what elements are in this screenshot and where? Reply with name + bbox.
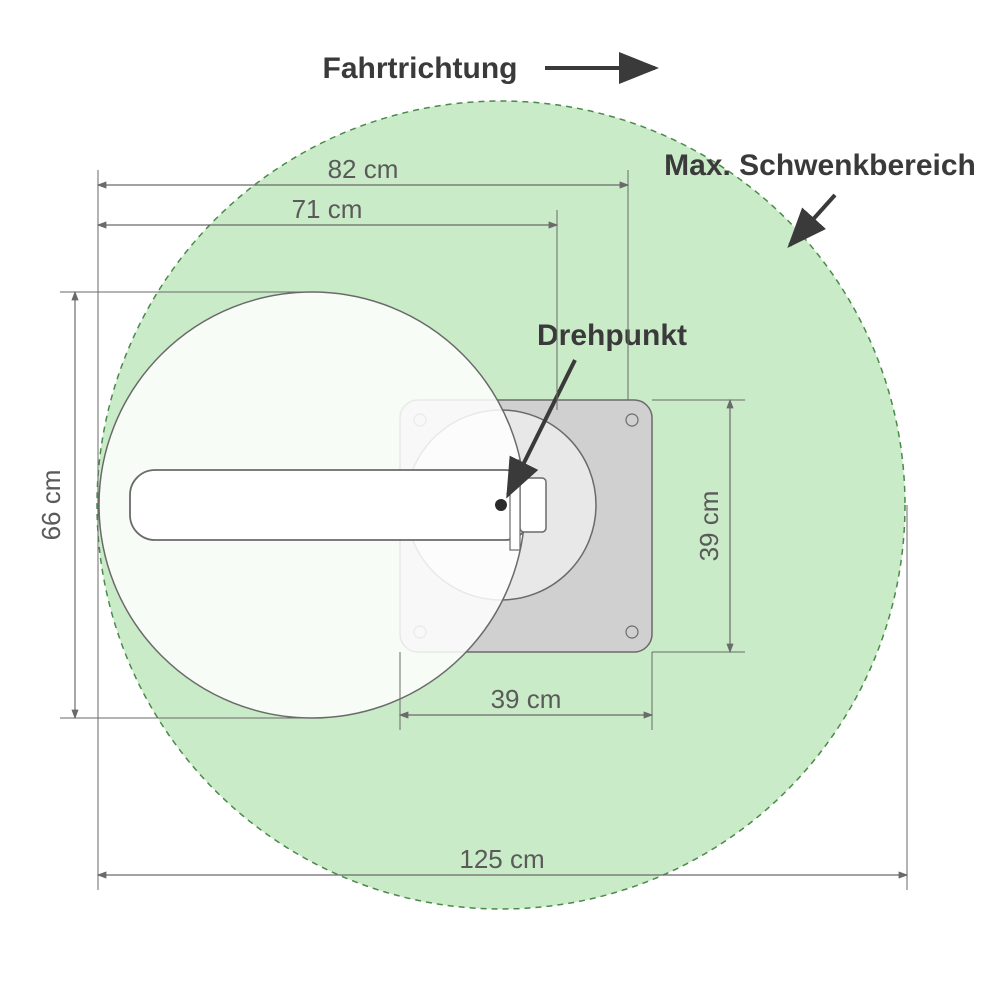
dim-71: 71 cm [292, 194, 363, 224]
arm-assembly [130, 460, 546, 550]
pivot-point [495, 499, 507, 511]
swivel-range-label: Max. Schwenkbereich [664, 149, 976, 182]
technical-diagram: Fahrtrichtung Max. Schwenkbereich Drehpu… [0, 0, 1000, 1000]
pivot-label: Drehpunkt [537, 319, 687, 352]
direction-label: Fahrtrichtung [323, 52, 518, 85]
dim-125: 125 cm [459, 844, 544, 874]
dim-39-w: 39 cm [491, 684, 562, 714]
dim-39-h: 39 cm [694, 491, 724, 562]
dim-82: 82 cm [328, 154, 399, 184]
swivel-range-arrow-icon [790, 195, 835, 245]
dim-66: 66 cm [36, 470, 66, 541]
